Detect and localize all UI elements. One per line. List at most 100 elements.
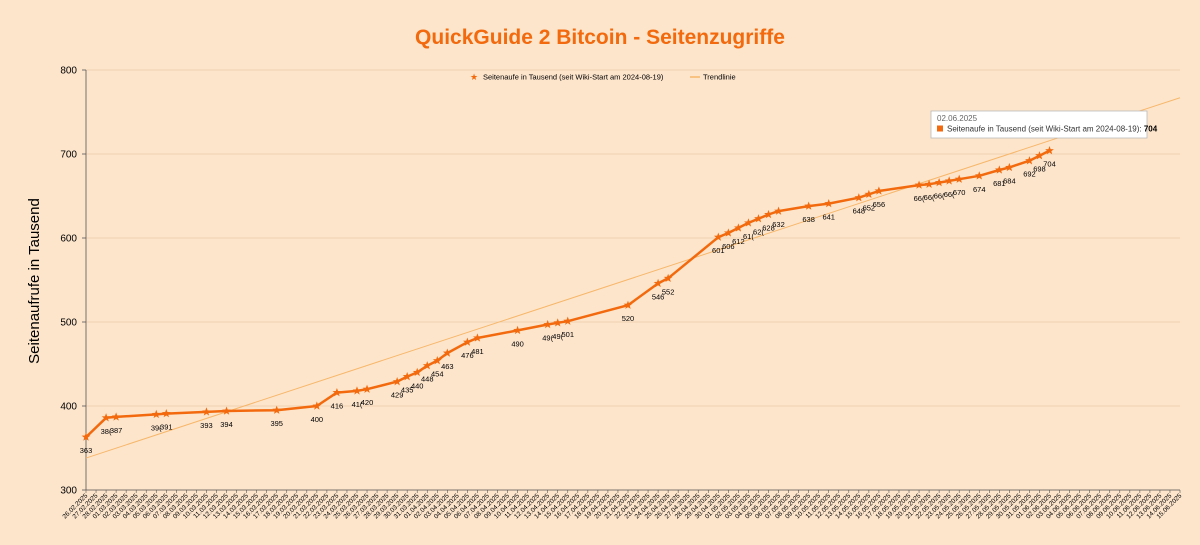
data-point-marker (954, 174, 964, 183)
data-point-marker (713, 232, 723, 241)
legend-star-icon: ★ (470, 72, 478, 82)
data-label: 704 (1043, 160, 1056, 169)
data-label: 66( (914, 194, 925, 203)
data-label: 632 (772, 220, 785, 229)
data-label: 394 (220, 420, 233, 429)
data-point-marker (402, 372, 412, 381)
data-point-marker (723, 228, 733, 237)
data-point-marker (563, 316, 573, 325)
data-label: 420 (361, 398, 374, 407)
data-point-marker (161, 408, 171, 418)
data-point-marker (663, 273, 673, 283)
tooltip-value: 704 (1144, 125, 1158, 134)
data-label: 546 (652, 292, 665, 301)
data-point-marker (442, 348, 452, 357)
data-point-marker (994, 165, 1004, 174)
chart-title: QuickGuide 2 Bitcoin - Seitenzugriffe (415, 26, 785, 49)
data-label: 49( (552, 332, 563, 341)
data-point-marker (392, 377, 402, 386)
data-label: 448 (421, 375, 434, 384)
data-point-marker (774, 206, 783, 215)
data-point-marker (473, 333, 482, 342)
data-label: 481 (471, 347, 484, 356)
data-label: 41( (352, 400, 363, 409)
data-label: 463 (441, 362, 454, 371)
data-point-marker (854, 193, 864, 202)
data-label: 387 (110, 426, 123, 435)
data-point-marker (1035, 151, 1044, 160)
data-label: 62( (753, 228, 764, 237)
data-label: 66( (934, 192, 945, 201)
data-label: 363 (80, 446, 93, 455)
data-point-marker (623, 300, 633, 309)
data-point-marker (151, 409, 161, 419)
data-point-marker (864, 189, 874, 199)
data-point-marker (222, 406, 231, 415)
data-point-marker (1045, 146, 1054, 155)
tooltip-swatch (937, 125, 943, 132)
data-label: 61( (743, 232, 754, 241)
data-point-marker (412, 367, 422, 377)
data-point-marker (111, 412, 121, 421)
data-label: 638 (802, 215, 815, 224)
data-point-marker (934, 177, 944, 187)
data-point-marker (914, 180, 924, 189)
y-tick-label: 600 (60, 234, 77, 245)
data-label: 435 (401, 386, 414, 395)
data-point-marker (272, 405, 282, 414)
data-point-marker (352, 386, 362, 395)
y-tick-label: 800 (60, 66, 77, 77)
tooltip-series-label: Seitenaufe in Tausend (seit Wiki-Start a… (947, 125, 1140, 134)
y-tick-label: 500 (60, 318, 77, 329)
data-label: 66( (924, 193, 935, 202)
data-label: 395 (270, 419, 283, 428)
y-tick-label: 400 (60, 402, 77, 413)
data-label: 440 (411, 381, 424, 390)
data-point-marker (824, 198, 834, 208)
tooltip-series: Seitenaufe in Tausend (seit Wiki-Start a… (947, 125, 1158, 134)
data-point-marker (744, 218, 753, 227)
data-label: 641 (822, 213, 835, 222)
y-tick-label: 300 (60, 486, 77, 497)
data-label: 681 (993, 179, 1006, 188)
data-point-marker (874, 186, 884, 195)
tooltip-date: 02.06.2025 (937, 114, 978, 123)
data-point-marker (754, 214, 763, 223)
data-point-marker (553, 318, 563, 327)
data-label: 552 (662, 287, 675, 296)
data-label: 648 (853, 207, 866, 216)
data-label: 652 (863, 203, 876, 212)
data-point-marker (734, 223, 743, 232)
trendline (85, 97, 1181, 459)
data-label: 39( (151, 423, 162, 432)
legend-trend-label: Trendlinie (703, 73, 736, 82)
data-label: 393 (200, 421, 213, 430)
tooltip-box (930, 110, 1148, 139)
data-label: 692 (1023, 170, 1036, 179)
data-label: 628 (762, 223, 775, 232)
data-label: 391 (160, 423, 173, 432)
data-point-marker (1005, 162, 1014, 172)
data-point-marker (463, 337, 472, 346)
data-label: 670 (953, 188, 966, 197)
data-point-marker (944, 176, 954, 185)
data-label: 601 (712, 246, 725, 255)
data-point-marker (804, 201, 814, 210)
data-label: 38( (101, 427, 112, 436)
data-point-marker (974, 171, 984, 180)
data-point-marker (653, 278, 663, 288)
data-point-marker (543, 319, 553, 329)
data-point-marker (101, 413, 111, 422)
data-label: 612 (732, 237, 745, 246)
data-label: 656 (873, 200, 886, 209)
data-label: 416 (331, 402, 344, 411)
data-label: 698 (1033, 165, 1046, 174)
y-tick-label: 700 (60, 150, 77, 161)
data-point-marker (764, 209, 773, 219)
data-point-marker (312, 401, 322, 410)
series-markers (81, 146, 1054, 441)
data-label: 429 (391, 391, 404, 400)
legend: ★ Seitenaufe in Tausend (seit Wiki-Start… (470, 72, 736, 82)
data-point-marker (202, 407, 211, 416)
